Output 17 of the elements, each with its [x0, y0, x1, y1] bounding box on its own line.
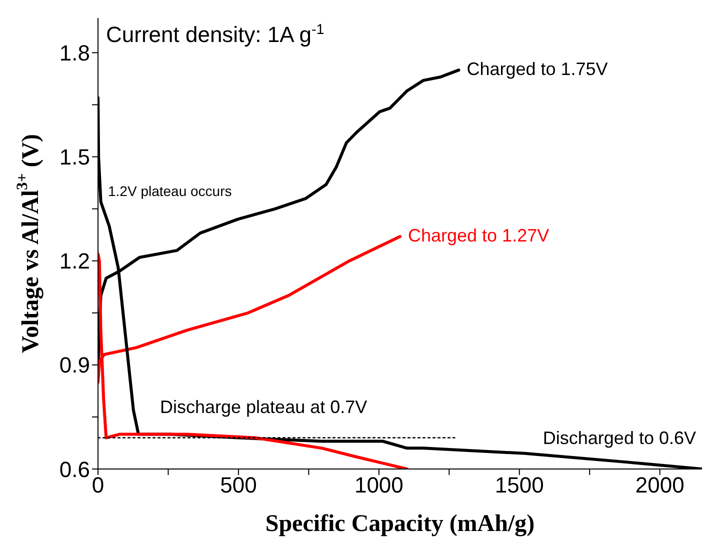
x-tick-label: 2000 — [635, 472, 684, 498]
y-tick-label: 1.8 — [59, 40, 90, 66]
y-tick-label: 1.5 — [59, 144, 90, 170]
x-axis-title: Specific Capacity (mAh/g) — [265, 511, 535, 537]
annotation: 1.2V plateau occurs — [108, 183, 232, 199]
y-tick-label: 1.2 — [59, 248, 90, 274]
annotation: Discharge plateau at 0.7V — [160, 397, 368, 417]
series-label: Charged to 1.27V — [408, 225, 550, 246]
chart-title: Current density: 1A g$^{-1}$ — [106, 22, 324, 47]
x-tick-label: 1000 — [354, 472, 404, 498]
y-tick-label: 0.9 — [59, 352, 90, 378]
x-tick-label: 500 — [220, 472, 257, 498]
series-label: Discharged to 0.6V — [542, 428, 696, 448]
y-tick-label: 0.6 — [59, 456, 90, 482]
x-tick-label: 0 — [92, 472, 104, 498]
series-label: Charged to 1.75V — [466, 58, 608, 79]
x-tick-label: 1500 — [494, 472, 544, 498]
